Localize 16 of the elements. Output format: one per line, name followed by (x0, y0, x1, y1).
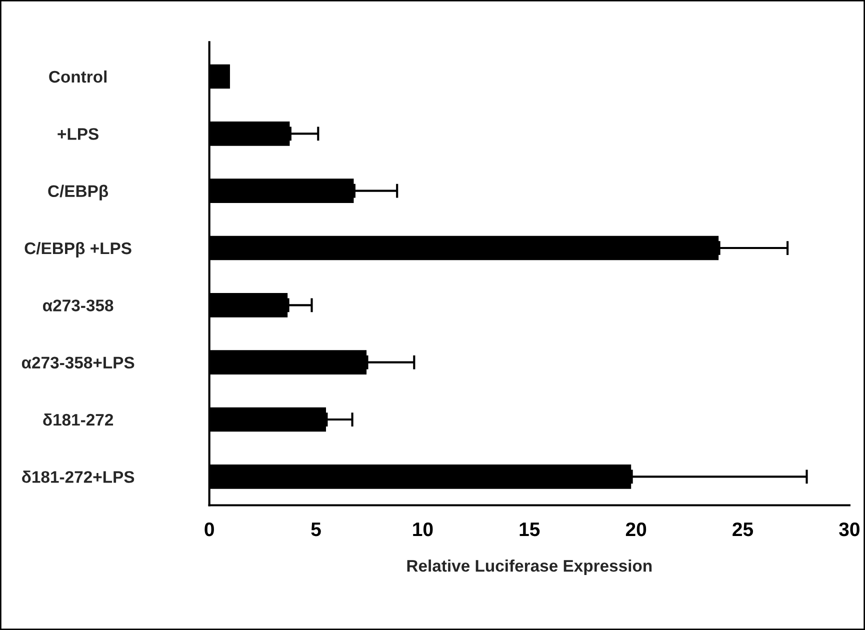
x-tick-label: 10 (413, 522, 433, 536)
x-tick-label: 15 (520, 522, 540, 536)
y-tick-label: α273-358+LPS (22, 356, 134, 369)
y-tick-label: δ181-272 (43, 413, 114, 426)
y-tick-label: +LPS (58, 128, 98, 140)
x-tick-label: 30 (839, 522, 860, 536)
x-tick-label: 0 (204, 522, 214, 536)
y-tick-label: δ181-272+LPS (22, 470, 134, 483)
y-tick-label: C/EBPβ (48, 184, 108, 200)
x-tick-label: 25 (732, 522, 754, 536)
x-tick-label: 5 (311, 522, 321, 536)
y-tick-label: Control (49, 70, 106, 83)
x-tick-label: 20 (626, 522, 646, 536)
x-axis-title: Relative Luciferase Expression (407, 559, 652, 576)
y-tick-label: C/EBPβ +LPS (24, 242, 132, 258)
y-tick-label: α273-358 (43, 300, 114, 312)
